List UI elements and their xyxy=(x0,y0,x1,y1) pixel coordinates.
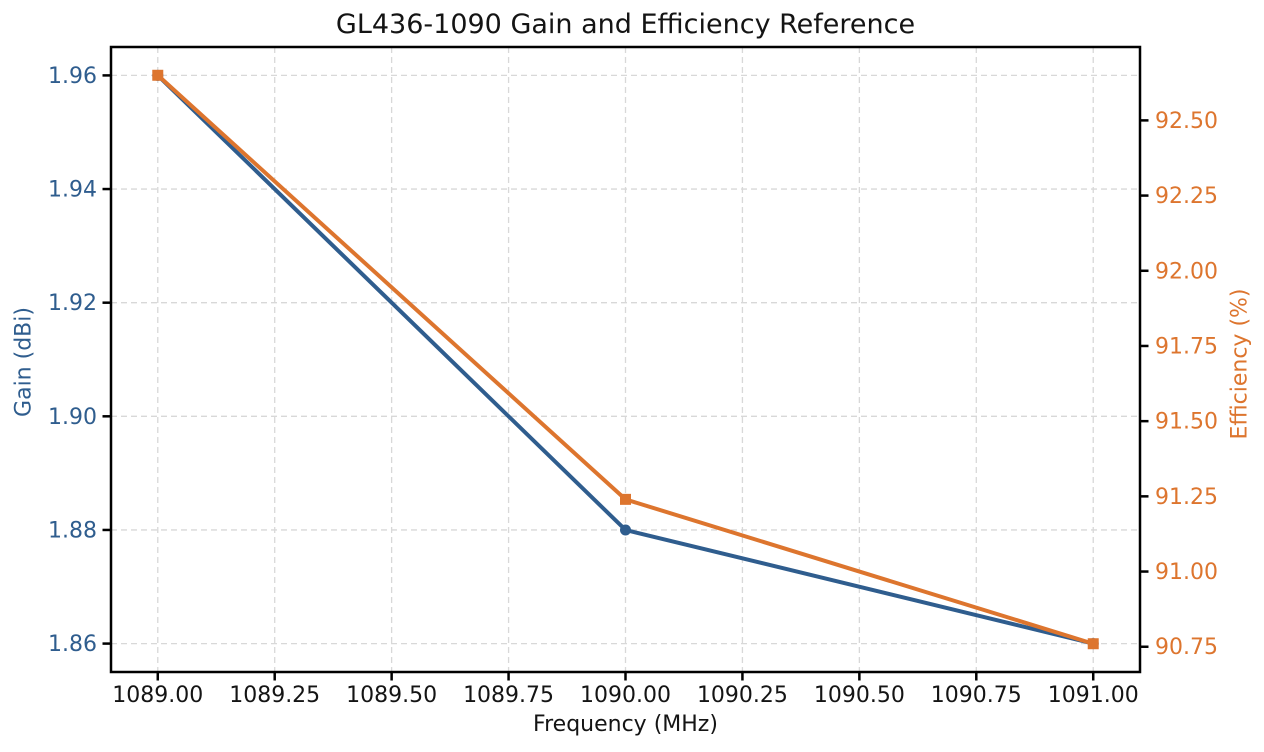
y-tick-label-right: 91.00 xyxy=(1155,560,1218,585)
marker-gain xyxy=(620,524,631,536)
y-tick-label-right: 92.50 xyxy=(1155,109,1218,134)
y-tick-label-left: 1.96 xyxy=(48,64,97,89)
x-tick-label: 1090.00 xyxy=(580,683,671,708)
x-axis-label: Frequency (MHz) xyxy=(533,712,718,737)
x-tick-label: 1089.00 xyxy=(112,683,203,708)
x-tick-label: 1090.25 xyxy=(697,683,788,708)
y-tick-label-right: 91.50 xyxy=(1155,410,1218,435)
x-tick-label: 1089.75 xyxy=(463,683,554,708)
marker-efficiency xyxy=(152,69,164,81)
y-axis-label-left: Gain (dBi) xyxy=(11,307,37,417)
y-tick-label-left: 1.92 xyxy=(48,291,97,316)
y-tick-label-right: 92.25 xyxy=(1155,184,1218,209)
x-tick-label: 1091.00 xyxy=(1048,683,1139,708)
x-tick-label: 1089.25 xyxy=(229,683,320,708)
chart-title: GL436-1090 Gain and Efficiency Reference xyxy=(335,9,916,40)
y-tick-label-right: 90.75 xyxy=(1155,635,1218,660)
y-axis-label-right: Efficiency (%) xyxy=(1227,288,1253,440)
x-tick-label: 1089.50 xyxy=(346,683,437,708)
y-tick-label-left: 1.90 xyxy=(48,405,97,430)
y-tick-label-right: 91.25 xyxy=(1155,485,1218,510)
y-tick-label-right: 92.00 xyxy=(1155,259,1218,284)
y-tick-label-right: 91.75 xyxy=(1155,334,1218,359)
y-tick-label-left: 1.88 xyxy=(48,518,97,543)
y-tick-label-left: 1.94 xyxy=(48,178,97,203)
y-tick-label-left: 1.86 xyxy=(48,632,97,657)
marker-efficiency xyxy=(620,493,631,505)
x-tick-label: 1090.75 xyxy=(931,683,1022,708)
marker-efficiency xyxy=(1087,638,1099,650)
x-tick-label: 1090.50 xyxy=(814,683,905,708)
